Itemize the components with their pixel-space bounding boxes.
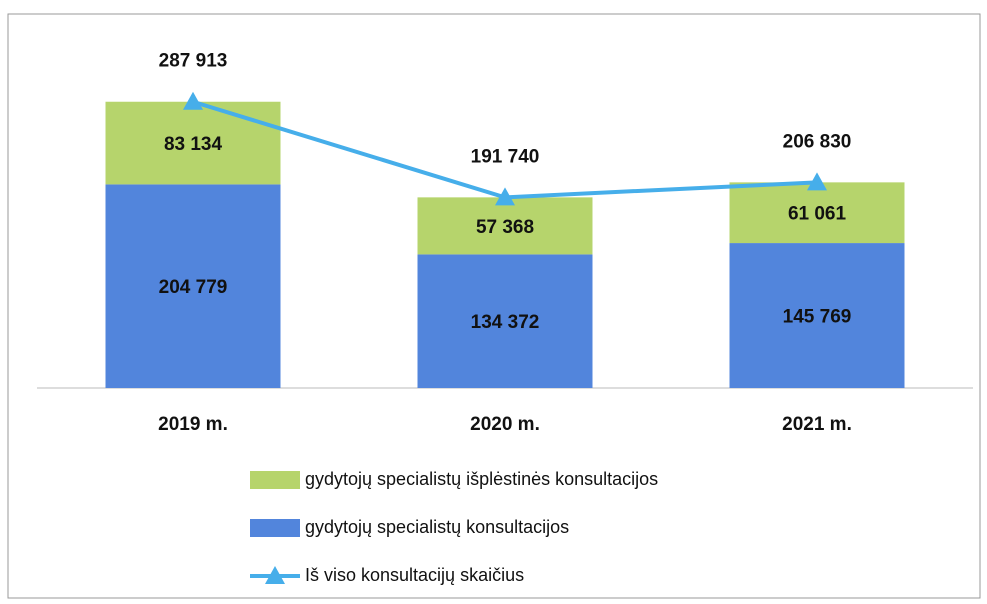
x-tick-label: 2019 m. [158,414,228,435]
chart-frame [7,13,981,599]
value-label: 134 372 [471,312,540,333]
value-label: 204 779 [159,277,228,298]
value-label: 145 769 [783,307,852,328]
total-label: 206 830 [783,131,852,152]
value-label: 57 368 [476,217,534,238]
line-marker [495,187,515,206]
bar-segment [417,197,593,255]
x-tick-label: 2020 m. [470,414,540,435]
legend-swatch [250,519,300,537]
legend-label: gydytojų specialistų išplėstinės konsult… [305,469,658,489]
line-marker [183,91,203,110]
legend-marker [265,566,285,584]
line-marker [807,172,827,191]
legend-label: gydytojų specialistų konsultacijos [305,517,569,537]
bar-segment [417,254,593,388]
bar-segment [105,184,281,388]
x-tick-label: 2021 m. [782,414,852,435]
bar-segment [105,101,281,185]
total-label: 287 913 [159,51,228,72]
bar-segment [729,243,905,388]
value-label: 83 134 [164,134,223,155]
bar-segment [729,182,905,244]
legend-label: Iš viso konsultacijų skaičius [305,565,524,585]
value-label: 61 061 [788,204,847,225]
total-label: 191 740 [471,146,540,167]
legend-swatch [250,471,300,489]
